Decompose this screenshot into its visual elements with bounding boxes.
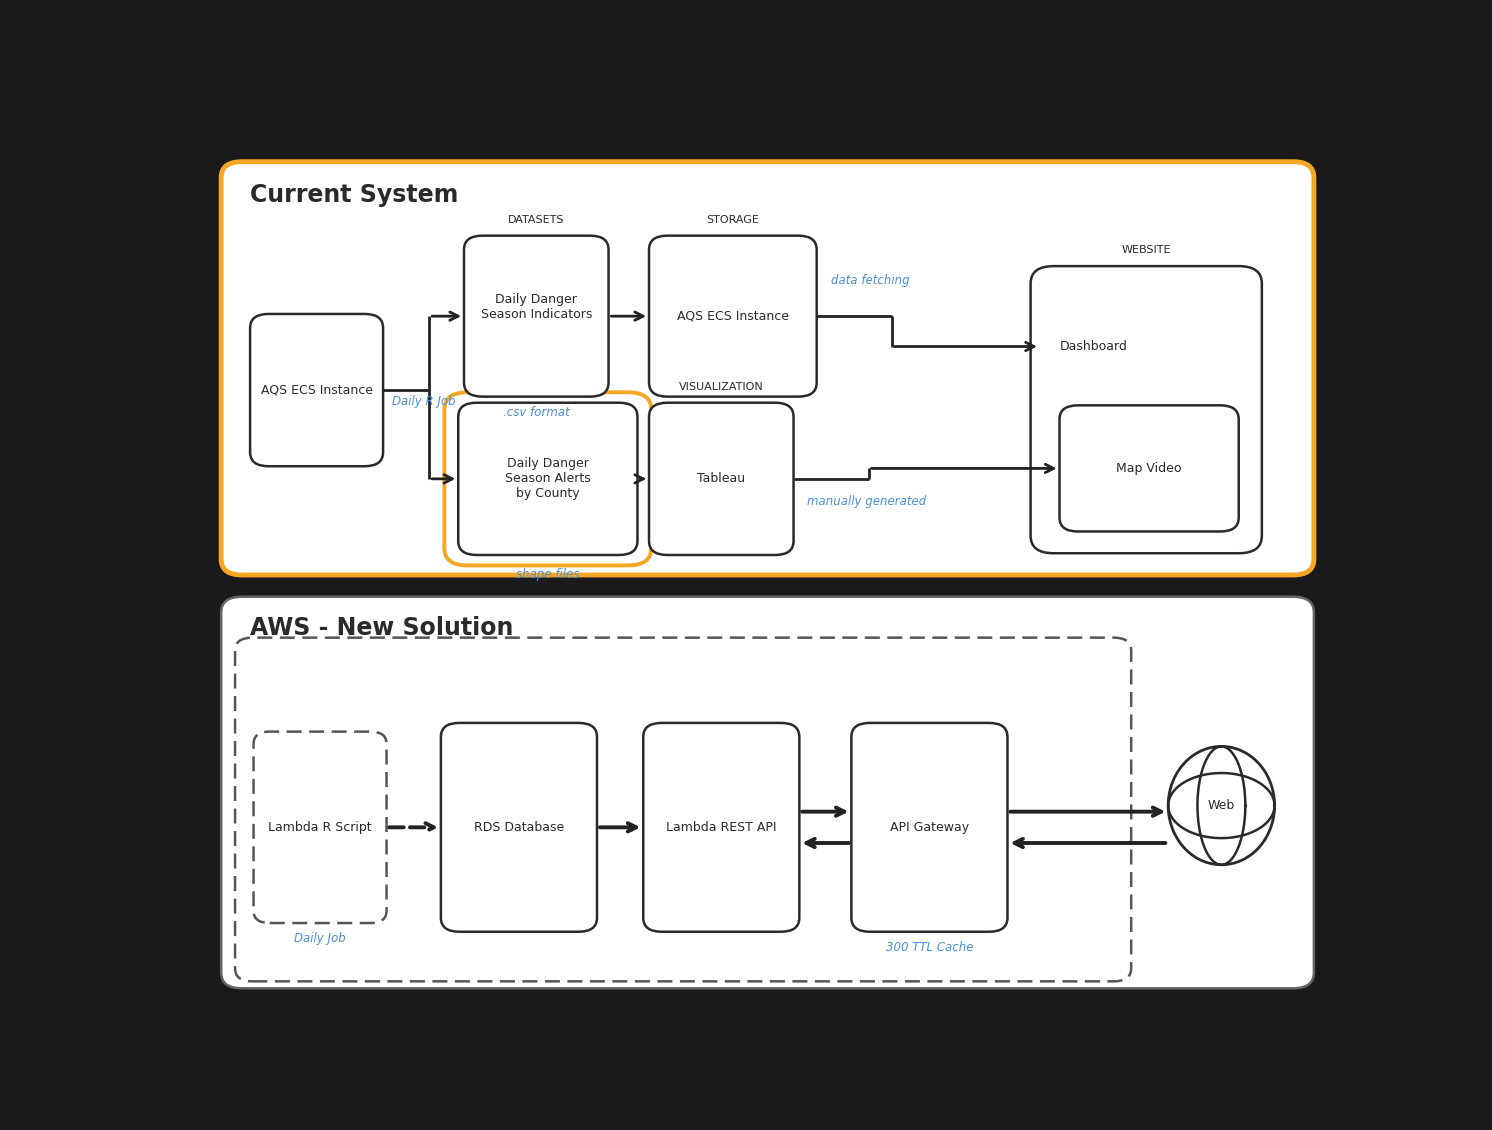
Text: .csv format: .csv format	[503, 406, 570, 419]
FancyBboxPatch shape	[649, 402, 794, 555]
Text: AQS ECS Instance: AQS ECS Instance	[677, 310, 789, 323]
Text: Dashboard: Dashboard	[1059, 340, 1128, 353]
Text: manually generated: manually generated	[807, 495, 927, 508]
FancyBboxPatch shape	[649, 236, 816, 397]
Text: Lambda R Script: Lambda R Script	[269, 820, 372, 834]
FancyBboxPatch shape	[1059, 406, 1238, 531]
FancyBboxPatch shape	[1031, 266, 1262, 554]
Text: Daily Danger
Season Indicators: Daily Danger Season Indicators	[480, 294, 592, 321]
Text: 300 TTL Cache: 300 TTL Cache	[886, 941, 973, 954]
FancyBboxPatch shape	[458, 402, 637, 555]
Text: Daily R Job: Daily R Job	[392, 394, 455, 408]
FancyBboxPatch shape	[221, 597, 1314, 989]
Text: RDS Database: RDS Database	[474, 820, 564, 834]
FancyBboxPatch shape	[221, 162, 1314, 575]
Text: DATASETS: DATASETS	[509, 215, 564, 225]
Text: Web: Web	[1207, 799, 1235, 812]
Text: Tableau: Tableau	[697, 472, 746, 486]
Text: Lambda REST API: Lambda REST API	[665, 820, 776, 834]
FancyBboxPatch shape	[445, 392, 652, 565]
FancyBboxPatch shape	[251, 314, 383, 467]
Text: AWS - New Solution: AWS - New Solution	[251, 616, 513, 640]
FancyBboxPatch shape	[852, 723, 1007, 932]
Text: Current System: Current System	[251, 183, 458, 208]
Text: Daily Danger
Season Alerts
by County: Daily Danger Season Alerts by County	[504, 458, 591, 501]
Text: WEBSITE: WEBSITE	[1122, 245, 1171, 255]
Text: data fetching: data fetching	[831, 275, 909, 287]
FancyBboxPatch shape	[643, 723, 800, 932]
Text: Daily Job: Daily Job	[294, 932, 346, 945]
FancyBboxPatch shape	[254, 731, 386, 923]
Text: VISUALIZATION: VISUALIZATION	[679, 382, 764, 392]
Text: shape files: shape files	[516, 567, 579, 581]
Text: STORAGE: STORAGE	[706, 215, 759, 225]
Text: Map Video: Map Video	[1116, 462, 1182, 475]
FancyBboxPatch shape	[442, 723, 597, 932]
Text: AQS ECS Instance: AQS ECS Instance	[261, 383, 373, 397]
FancyBboxPatch shape	[464, 236, 609, 397]
Text: API Gateway: API Gateway	[889, 820, 968, 834]
FancyBboxPatch shape	[236, 637, 1131, 981]
